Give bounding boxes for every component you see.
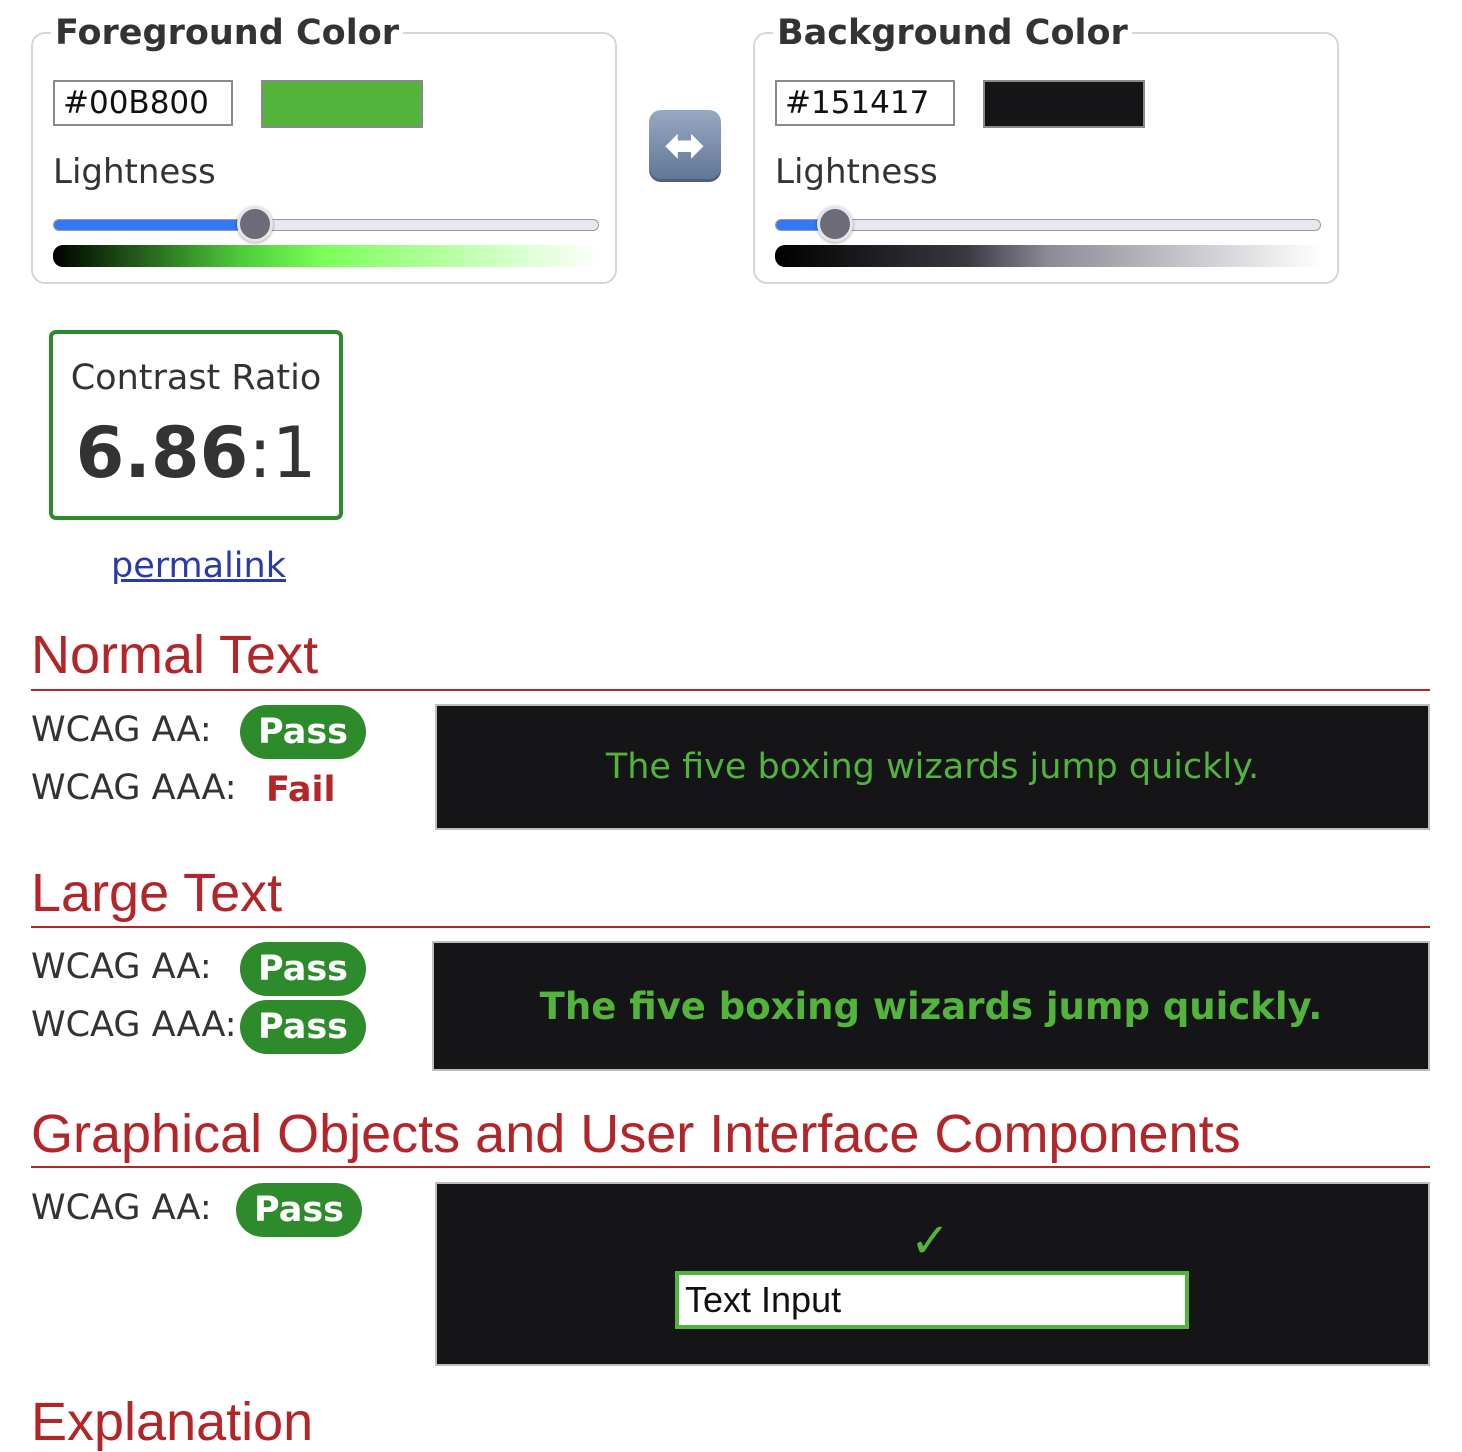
normal-aa-pass-badge: Pass — [240, 705, 366, 759]
graphical-aa-label: WCAG AA: — [31, 1188, 212, 1228]
explanation-heading: Explanation — [31, 1392, 314, 1452]
foreground-color-legend: Foreground Color — [51, 12, 404, 54]
large-aaa-label: WCAG AAA: — [31, 1005, 237, 1045]
contrast-ratio-number: 6.86 — [75, 412, 249, 494]
large-text-divider — [31, 926, 1430, 928]
large-text-sample: The five boxing wizards jump quickly. — [539, 984, 1323, 1028]
normal-text-heading: Normal Text — [31, 625, 319, 685]
foreground-hex-input[interactable] — [53, 80, 233, 126]
graphical-objects-heading: Graphical Objects and User Interface Com… — [31, 1104, 1241, 1164]
normal-text-divider — [31, 689, 1430, 691]
large-aaa-pass-badge: Pass — [240, 1000, 366, 1054]
normal-aa-label: WCAG AA: — [31, 710, 212, 750]
foreground-lightness-gradient — [53, 245, 599, 267]
large-aa-label: WCAG AA: — [31, 947, 212, 987]
background-lightness-slider[interactable] — [775, 219, 1321, 231]
background-lightness-gradient — [775, 245, 1321, 267]
foreground-slider-fill — [54, 220, 257, 230]
foreground-lightness-label: Lightness — [53, 152, 216, 192]
normal-aaa-label: WCAG AAA: — [31, 768, 237, 808]
background-color-swatch[interactable] — [983, 80, 1145, 128]
background-slider-thumb[interactable] — [817, 206, 854, 242]
graphical-objects-divider — [31, 1166, 1430, 1168]
contrast-ratio-label: Contrast Ratio — [70, 358, 322, 398]
foreground-lightness-slider[interactable] — [53, 219, 599, 231]
normal-text-sample: The five boxing wizards jump quickly. — [605, 747, 1260, 787]
background-lightness-label: Lightness — [775, 152, 938, 192]
contrast-ratio-value: 6.86:1 — [53, 412, 339, 494]
normal-text-sample-box: The five boxing wizards jump quickly. — [435, 704, 1430, 830]
foreground-color-swatch[interactable] — [261, 80, 423, 128]
contrast-ratio-box: Contrast Ratio 6.86:1 — [49, 330, 343, 520]
large-text-sample-box: The five boxing wizards jump quickly. — [432, 941, 1430, 1071]
normal-aaa-fail-badge: Fail — [266, 770, 336, 810]
background-slider-fill — [776, 220, 837, 230]
foreground-color-panel: Foreground Color Lightness — [31, 12, 617, 284]
checkmark-icon: ✓ — [910, 1213, 951, 1269]
left-right-arrow-icon: ⬌ — [664, 116, 706, 174]
large-text-heading: Large Text — [31, 863, 283, 923]
background-color-legend: Background Color — [773, 12, 1132, 54]
background-hex-input[interactable] — [775, 80, 955, 126]
foreground-slider-thumb[interactable] — [237, 206, 274, 242]
large-aa-pass-badge: Pass — [240, 942, 366, 996]
demo-text-input[interactable] — [675, 1271, 1189, 1329]
swap-colors-button[interactable]: ⬌ — [649, 110, 721, 182]
graphical-aa-pass-badge: Pass — [236, 1183, 362, 1237]
permalink-link[interactable]: permalink — [111, 546, 286, 586]
contrast-ratio-suffix: :1 — [248, 412, 317, 494]
background-color-panel: Background Color Lightness — [753, 12, 1339, 284]
